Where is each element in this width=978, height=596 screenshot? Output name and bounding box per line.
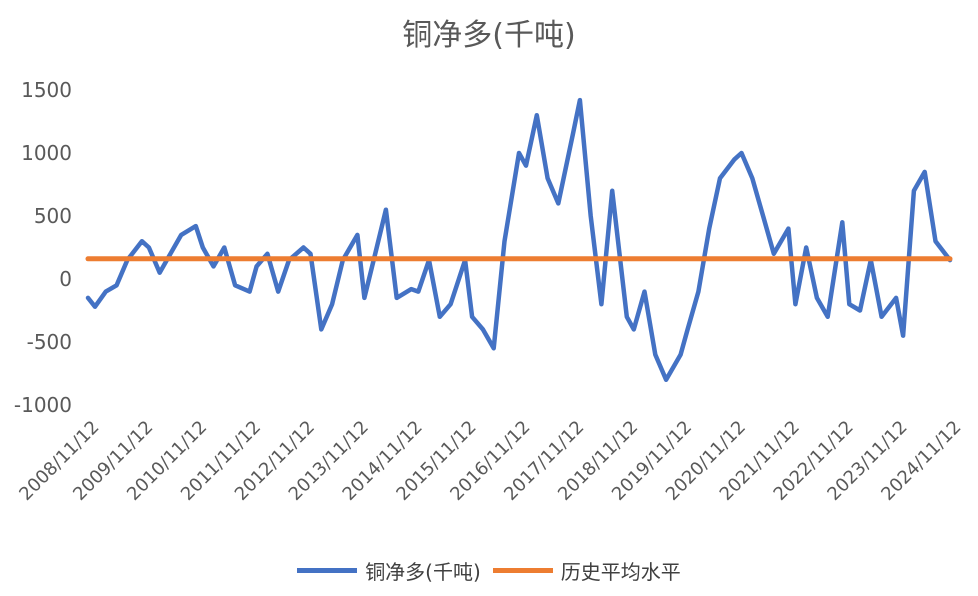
legend-label-net-long: 铜净多(千吨) xyxy=(365,560,481,584)
legend-item-net-long: 铜净多(千吨) xyxy=(297,556,481,585)
legend-item-hist-avg: 历史平均水平 xyxy=(492,556,681,585)
legend-swatch-hist-avg xyxy=(492,568,553,573)
y-tick-label: 0 xyxy=(59,267,72,291)
chart-title: 铜净多(千吨) xyxy=(402,18,576,53)
series-line-net-long xyxy=(85,97,953,383)
y-tick-label: -1000 xyxy=(14,393,72,417)
legend: 铜净多(千吨) 历史平均水平 xyxy=(0,556,978,585)
legend-swatch-net-long xyxy=(297,568,358,573)
y-tick-label: 1000 xyxy=(21,141,72,165)
y-tick-label: 500 xyxy=(34,204,72,228)
y-tick-label: -500 xyxy=(27,330,72,354)
legend-label-hist-avg: 历史平均水平 xyxy=(560,560,681,584)
y-tick-label: 1500 xyxy=(21,78,72,102)
